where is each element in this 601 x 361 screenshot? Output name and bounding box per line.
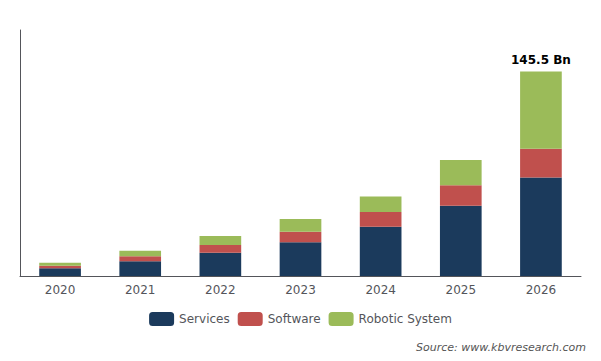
svg-text:Software: Software — [268, 312, 321, 326]
svg-text:Source: www.kbvresearch.com: Source: www.kbvresearch.com — [416, 341, 586, 354]
svg-text:145.5 Bn: 145.5 Bn — [511, 53, 571, 67]
svg-text:Services: Services — [179, 312, 230, 326]
svg-text:2023: 2023 — [285, 283, 316, 297]
svg-text:2024: 2024 — [365, 283, 396, 297]
svg-text:2025: 2025 — [446, 283, 477, 297]
svg-text:Robotic System: Robotic System — [359, 312, 452, 326]
svg-text:2020: 2020 — [45, 283, 76, 297]
svg-text:2026: 2026 — [526, 283, 557, 297]
svg-text:2021: 2021 — [125, 283, 156, 297]
svg-text:2022: 2022 — [205, 283, 236, 297]
